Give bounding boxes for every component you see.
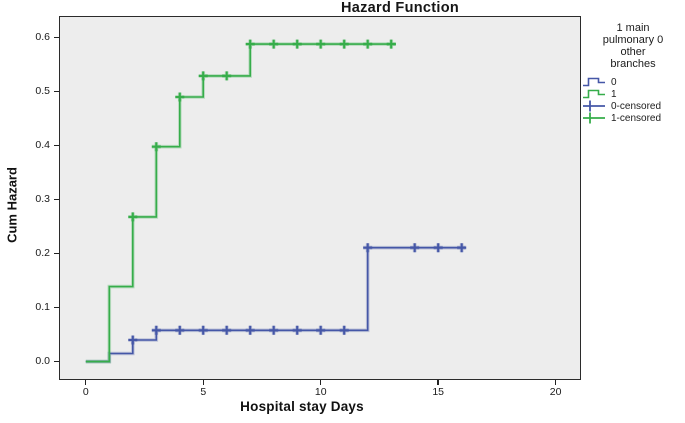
hazard-step-curve-0 [85,246,466,363]
hazard-step-curve-halo-1 [85,42,396,364]
x-tick-mark [437,380,439,385]
censored-marks-0 [128,243,467,345]
y-tick-mark [53,36,59,39]
y-tick-mark [53,198,59,201]
x-axis-label: Hospital stay Days [240,399,364,414]
plus-mark-glyph-blue [583,100,605,112]
step-line-glyph-blue [583,77,605,87]
y-tick-label: 0.4 [35,139,50,152]
legend-title-line: 1 main [616,22,650,34]
x-tick-label: 20 [549,386,562,398]
legend-item-label: 1 [611,88,617,100]
step-line-glyph-green [583,89,605,99]
y-tick-mark [53,252,59,255]
y-tick-label: 0.0 [35,355,50,368]
y-tick-label: 0.6 [35,31,50,44]
y-tick-mark [53,360,59,363]
chart-title: Hazard Function [340,0,460,16]
legend-item-group0: 0 [583,76,683,88]
legend-title-line: other [620,46,646,58]
legend-item-group1-censored: 1-censored [583,112,683,124]
legend-item-label: 0-censored [611,100,662,112]
y-tick-label: 0.2 [35,247,50,260]
x-tick-mark [554,380,557,385]
legend: 1 main pulmonary 0 other branches 0 1 0-… [583,22,683,124]
legend-items: 0 1 0-censored 1-censored [583,76,683,124]
x-tick-label: 10 [314,386,327,398]
plus-mark-glyph-green [583,112,605,124]
y-tick-mark [53,306,59,309]
x-tick-mark [202,380,204,385]
legend-item-group0-censored: 0-censored [583,100,683,112]
x-tick-label: 15 [432,386,444,398]
legend-title: 1 main pulmonary 0 other branches [583,22,683,70]
legend-title-line: branches [610,58,656,70]
hazard-step-curve-1 [85,43,396,363]
x-tick-label: 5 [200,386,207,398]
y-tick-mark [53,144,59,147]
legend-item-label: 1-censored [611,112,662,124]
legend-item-group1: 1 [583,88,683,100]
y-tick-label: 0.1 [35,301,50,314]
hazard-step-curve-halo-0 [85,245,466,364]
legend-item-label: 0 [611,76,617,88]
y-tick-label: 0.3 [35,193,50,206]
legend-title-line: pulmonary 0 [602,34,664,46]
step-curves-canvas [85,39,467,364]
x-tick-mark [85,380,87,385]
x-tick-label: 0 [82,386,89,398]
y-tick-label: 0.5 [35,85,50,98]
x-tick-mark [320,380,322,385]
censored-marks-halo-1 [128,39,396,222]
censored-marks-1 [128,39,396,222]
y-tick-mark [53,90,59,93]
plot-area [59,16,581,380]
